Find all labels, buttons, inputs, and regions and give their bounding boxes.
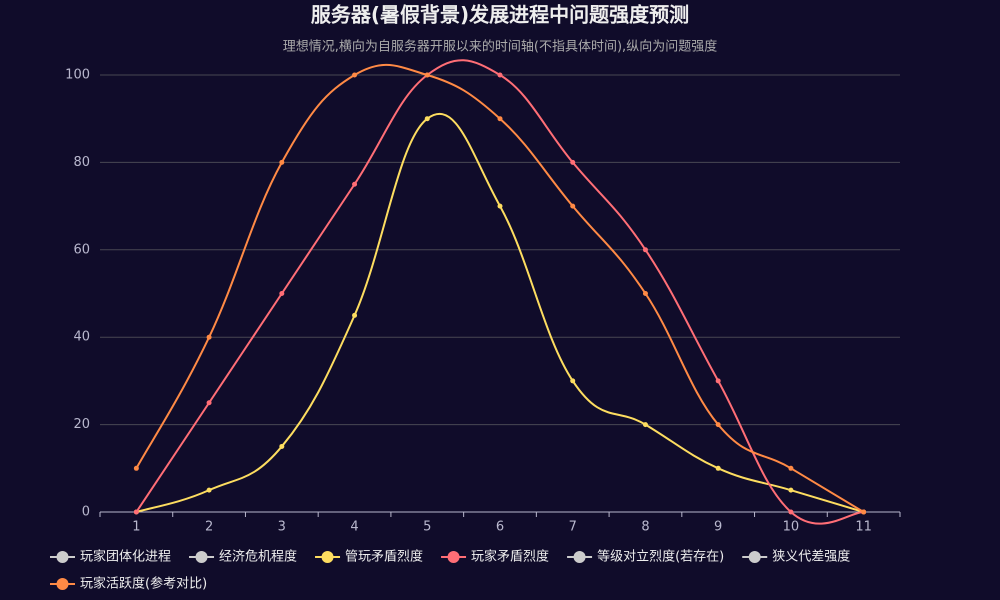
data-point: [861, 509, 867, 515]
data-point: [352, 72, 358, 78]
y-tick-label: 40: [73, 330, 90, 345]
data-point: [206, 487, 212, 493]
y-tick-label: 0: [82, 505, 90, 520]
data-point: [133, 509, 139, 515]
data-point: [715, 422, 721, 428]
data-point: [788, 465, 794, 471]
data-point: [570, 203, 576, 209]
data-point: [642, 247, 648, 253]
legend-label: 玩家活跃度(参考对比): [80, 576, 207, 592]
data-point: [424, 72, 430, 78]
legend-item[interactable]: 狭义代差强度: [742, 549, 850, 565]
y-tick-label: 20: [73, 417, 90, 432]
legend-label: 管玩矛盾烈度: [345, 549, 423, 565]
data-point: [570, 378, 576, 384]
legend-symbol: [321, 551, 334, 563]
data-point: [642, 291, 648, 296]
data-point: [352, 181, 358, 187]
x-tick-label: 6: [496, 520, 504, 535]
x-tick-label: 8: [641, 520, 649, 535]
data-point: [206, 334, 212, 340]
data-point: [133, 465, 139, 471]
data-point: [642, 422, 648, 428]
data-point: [279, 291, 285, 296]
legend-symbol: [56, 578, 69, 590]
legend-symbol: [447, 551, 460, 563]
legend-item[interactable]: 玩家活跃度(参考对比): [50, 576, 207, 592]
data-point: [715, 465, 721, 471]
data-point: [715, 378, 721, 384]
chart-title: 服务器(暑假背景)发展进程中问题强度预测: [311, 3, 689, 27]
legend-label: 经济危机程度: [219, 549, 297, 565]
data-point: [788, 487, 794, 493]
legend-item[interactable]: 经济危机程度: [189, 549, 297, 565]
data-point: [352, 312, 358, 318]
x-tick-label: 11: [855, 520, 872, 535]
legend-label: 狭义代差强度: [772, 549, 850, 565]
data-point: [497, 203, 503, 209]
data-point: [279, 159, 285, 165]
legend-item[interactable]: 玩家矛盾烈度: [441, 549, 549, 565]
data-point: [206, 400, 212, 406]
data-point: [497, 116, 503, 122]
y-tick-label: 80: [73, 155, 90, 170]
legend-symbol: [748, 551, 761, 563]
data-point: [570, 159, 576, 165]
legend-label: 等级对立烈度(若存在): [597, 549, 724, 565]
x-tick-label: 5: [423, 520, 431, 535]
legend-item[interactable]: 玩家团体化进程: [50, 549, 171, 565]
x-tick-label: 4: [350, 520, 358, 535]
x-tick-label: 9: [714, 520, 722, 535]
x-tick-label: 10: [783, 520, 800, 535]
y-tick-label: 60: [73, 242, 90, 257]
legend-item[interactable]: 管玩矛盾烈度: [315, 549, 423, 565]
x-tick-label: 2: [205, 520, 213, 535]
legend-label: 玩家矛盾烈度: [471, 549, 549, 565]
x-tick-label: 3: [278, 520, 286, 535]
y-tick-label: 100: [65, 68, 90, 83]
chart-subtitle: 理想情况,横向为自服务器开服以来的时间轴(不指具体时间),纵向为问题强度: [283, 39, 717, 55]
legend-symbol: [195, 551, 208, 563]
legend-symbol: [573, 551, 586, 563]
legend-label: 玩家团体化进程: [80, 549, 171, 565]
series-line: [135, 63, 865, 513]
data-point: [279, 443, 285, 449]
data-point: [788, 509, 794, 515]
x-tick-label: 1: [132, 520, 140, 535]
legend-item[interactable]: 等级对立烈度(若存在): [567, 549, 724, 565]
data-point: [424, 116, 430, 122]
x-tick-label: 7: [569, 520, 577, 535]
legend-symbol: [56, 551, 69, 563]
data-point: [497, 72, 503, 78]
